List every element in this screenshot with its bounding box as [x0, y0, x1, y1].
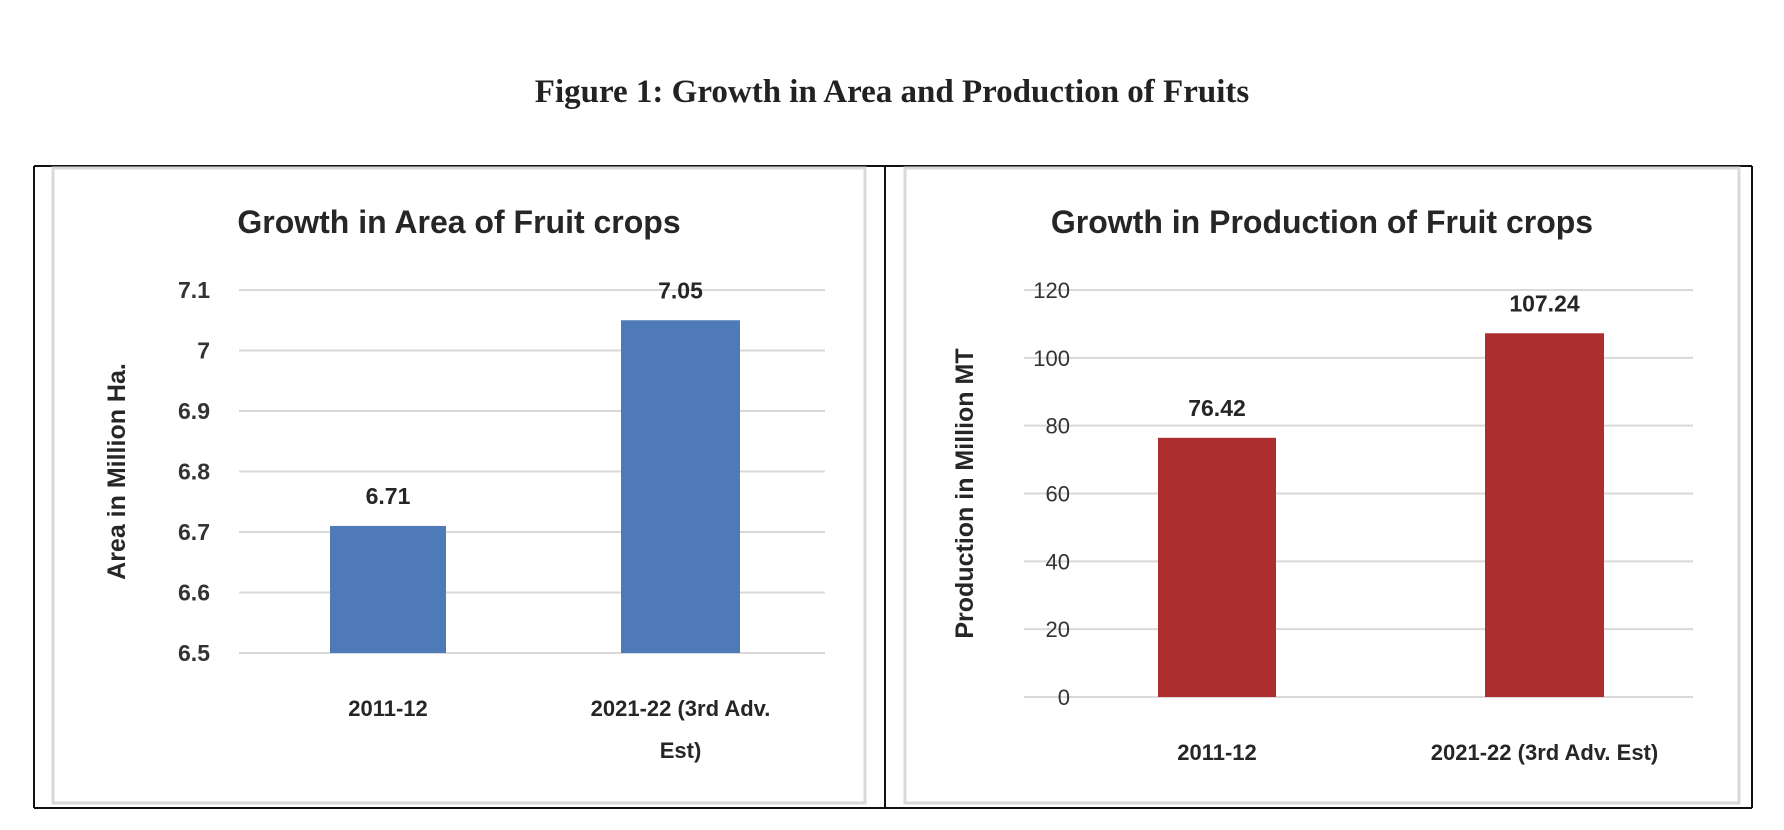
production-chart-frame: [903, 166, 1741, 805]
x-category-label: 2021-22 (3rd Adv.: [591, 696, 771, 721]
y-tick-label: 120: [1033, 278, 1070, 303]
bar: [330, 525, 446, 653]
chart-title: Growth in Area of Fruit crops: [237, 204, 680, 240]
y-tick-label: 6.8: [178, 459, 210, 485]
data-label: 76.42: [1188, 395, 1246, 421]
y-tick-label: 20: [1046, 617, 1070, 642]
bar: [1485, 333, 1604, 697]
y-tick-label: 6.7: [178, 519, 210, 545]
y-tick-label: 6.9: [178, 398, 210, 424]
x-category-label: Est): [660, 738, 702, 763]
y-tick-label: 80: [1046, 414, 1070, 439]
data-label: 6.71: [366, 483, 411, 509]
y-tick-label: 40: [1046, 549, 1070, 574]
table-border: [33, 165, 1753, 809]
x-category-label: 2021-22 (3rd Adv. Est): [1431, 740, 1658, 765]
y-tick-label: 60: [1046, 482, 1070, 507]
x-category-label: 2011-12: [1177, 740, 1257, 765]
data-label: 7.05: [658, 277, 703, 303]
y-tick-label: 6.5: [178, 640, 210, 666]
bar: [621, 320, 740, 653]
y-tick-label: 0: [1058, 685, 1070, 710]
y-tick-label: 7: [197, 338, 210, 364]
x-category-label: 2011-12: [348, 696, 428, 721]
bar: [1158, 437, 1276, 697]
y-axis-title: Area in Million Ha.: [103, 363, 131, 580]
y-axis-title: Production in Million MT: [951, 348, 979, 638]
y-tick-label: 6.6: [178, 580, 210, 606]
y-tick-label: 7.1: [178, 277, 210, 303]
chart-title: Growth in Production of Fruit crops: [1051, 204, 1593, 240]
figure-title: Figure 1: Growth in Area and Production …: [534, 74, 1250, 110]
data-label: 107.24: [1509, 290, 1580, 316]
y-tick-label: 100: [1033, 346, 1070, 371]
